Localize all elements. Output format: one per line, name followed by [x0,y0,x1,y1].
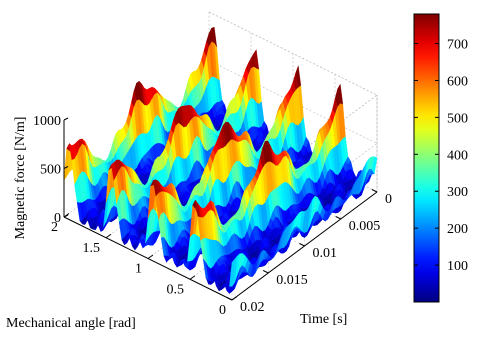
x-tick-mark [263,270,269,274]
y-tick-label: 2 [51,220,58,235]
colorbar: 100 200 300 400 500 600 700 [413,13,468,303]
colorbar-gradient [413,13,440,303]
colorbar-tick-label: 200 [447,222,468,237]
x-axis-label: Time [s] [300,312,347,327]
colorbar-tick-label: 100 [447,259,468,274]
surface-patch [229,258,235,287]
y-tick-label: 0.5 [167,282,185,297]
colorbar-tick-label: 700 [447,38,468,53]
x-tick-mark [299,243,305,247]
y-tick-label: 0 [219,303,226,318]
surface-layer [63,27,378,294]
z-tick-mark [63,166,69,169]
z-tick-label: 0 [54,211,61,226]
z-tick-mark [63,117,69,121]
y-tick-label: 1 [135,262,142,277]
y-tick-mark [63,213,70,218]
x-tick-mark [226,297,233,301]
y-tick-label: 1.5 [83,241,101,256]
x-tick-label: 0.015 [276,273,308,288]
y-tick-mark [231,296,238,301]
z-axis-label: Magnetic force [N/m] [13,117,28,240]
y-axis-label: Mechanical angle [rad] [6,316,136,331]
x-tick-mark [335,216,341,220]
y-tick-mark [189,275,196,280]
x-tick-label: 0.005 [349,219,381,234]
y-tick-mark [105,233,112,239]
colorbar-tick-label: 400 [447,148,468,163]
colorbar-tick-label: 300 [447,185,468,200]
x-tick-mark [371,189,378,193]
x-tick-label: 0.01 [313,246,338,261]
colorbar-tick-label: 600 [447,74,468,89]
colorbar-tick-label: 500 [447,111,468,126]
x-tick-label: 0 [385,192,392,207]
z-tick-label: 500 [40,163,61,178]
x-tick-label: 0.02 [240,300,265,315]
y-tick-mark [147,254,154,259]
z-tick-label: 1000 [33,114,61,129]
